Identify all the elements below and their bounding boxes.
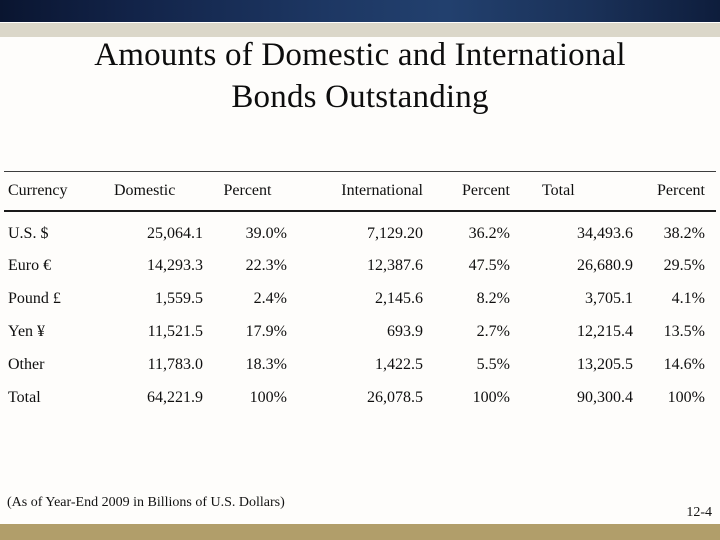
- cell-currency: Other: [8, 356, 45, 373]
- bonds-table: Currency Domestic Percent International …: [4, 171, 716, 409]
- column-header-domestic: Domestic: [108, 171, 205, 212]
- cell-total-percent: 14.6%: [663, 356, 705, 373]
- cell-currency: Pound £: [8, 290, 61, 307]
- top-navy-bar: [0, 0, 720, 22]
- slide-title-line2: Bonds Outstanding: [231, 79, 489, 115]
- footnote: (As of Year-End 2009 in Billions of U.S.…: [7, 495, 285, 510]
- row-yen: Yen ¥ 11,521.5 17.9% 693.9 2.7% 12,215.4…: [4, 310, 716, 343]
- slide-title-line1: Amounts of Domestic and International: [94, 37, 626, 73]
- row-total: Total 64,221.9 100% 26,078.5 100% 90,300…: [4, 376, 716, 409]
- row-usd: U.S. $ 25,064.1 39.0% 7,129.20 36.2% 34,…: [4, 211, 716, 244]
- cell-international-percent: 100%: [472, 389, 510, 406]
- page-number: 12-4: [686, 505, 712, 520]
- cell-international: 7,129.20: [367, 224, 423, 242]
- cell-international-percent: 47.5%: [468, 257, 510, 274]
- cell-currency: Total: [8, 389, 41, 406]
- cell-total: 3,705.1: [585, 290, 633, 307]
- cell-currency: Euro €: [8, 257, 52, 274]
- cell-international: 26,078.5: [367, 389, 423, 406]
- slide-title: Amounts of Domestic and International Bo…: [0, 34, 720, 118]
- cell-currency: Yen ¥: [8, 323, 46, 340]
- row-euro: Euro € 14,293.3 22.3% 12,387.6 47.5% 26,…: [4, 244, 716, 277]
- cell-international-percent: 8.2%: [476, 290, 510, 307]
- column-header-total: Total: [511, 171, 634, 212]
- cell-domestic-percent: 100%: [249, 389, 287, 406]
- cell-domestic: 11,783.0: [147, 356, 203, 373]
- column-header-international: International: [290, 171, 425, 212]
- cell-total-percent: 13.5%: [663, 323, 705, 340]
- cell-domestic-percent: 17.9%: [245, 323, 287, 340]
- cell-total-percent: 4.1%: [671, 290, 705, 307]
- cell-international: 12,387.6: [367, 257, 423, 274]
- cell-domestic: 14,293.3: [147, 257, 203, 274]
- column-header-domestic-percent: Percent: [205, 171, 290, 212]
- cell-total: 13,205.5: [577, 356, 633, 373]
- cell-domestic: 11,521.5: [147, 323, 203, 340]
- row-other: Other 11,783.0 18.3% 1,422.5 5.5% 13,205…: [4, 343, 716, 376]
- cell-domestic-percent: 18.3%: [245, 356, 287, 373]
- column-header-international-percent: Percent: [425, 171, 511, 212]
- cell-domestic: 64,221.9: [147, 389, 203, 406]
- table-header-row: Currency Domestic Percent International …: [4, 171, 716, 212]
- cell-international-percent: 2.7%: [476, 323, 510, 340]
- cell-currency: U.S. $: [8, 224, 49, 242]
- row-pound: Pound £ 1,559.5 2.4% 2,145.6 8.2% 3,705.…: [4, 277, 716, 310]
- cell-international-percent: 36.2%: [468, 224, 510, 242]
- cell-total-percent: 38.2%: [663, 224, 705, 242]
- cell-domestic: 1,559.5: [155, 290, 203, 307]
- cell-domestic-percent: 39.0%: [245, 224, 287, 242]
- cell-international: 693.9: [387, 323, 423, 340]
- accent-strip: [0, 23, 720, 37]
- column-header-total-percent: Percent: [634, 171, 716, 212]
- cell-domestic: 25,064.1: [147, 224, 203, 242]
- cell-total-percent: 100%: [667, 389, 705, 406]
- cell-total: 90,300.4: [577, 389, 633, 406]
- cell-total: 12,215.4: [577, 323, 633, 340]
- cell-domestic-percent: 2.4%: [253, 290, 287, 307]
- cell-international: 2,145.6: [375, 290, 423, 307]
- cell-total-percent: 29.5%: [663, 257, 705, 274]
- cell-total: 26,680.9: [577, 257, 633, 274]
- cell-international: 1,422.5: [375, 356, 423, 373]
- cell-total: 34,493.6: [577, 224, 633, 242]
- cell-international-percent: 5.5%: [476, 356, 510, 373]
- column-header-currency: Currency: [4, 171, 108, 212]
- cell-domestic-percent: 22.3%: [245, 257, 287, 274]
- bottom-bar: [0, 524, 720, 540]
